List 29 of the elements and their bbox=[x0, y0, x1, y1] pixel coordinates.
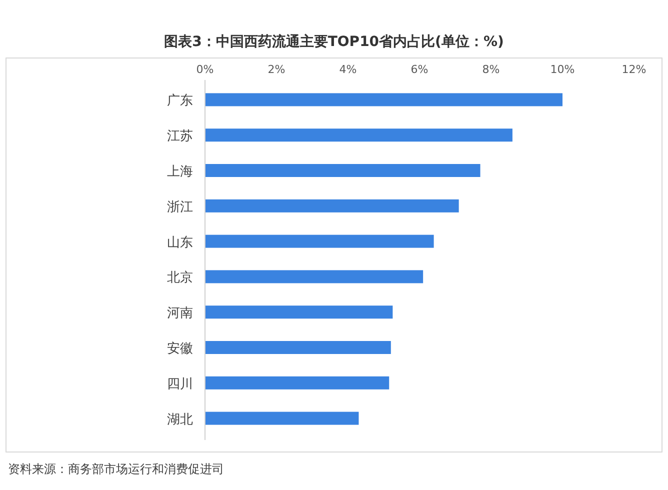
x-tick-label: 8% bbox=[482, 63, 500, 76]
x-tick-label: 4% bbox=[339, 63, 357, 76]
bar bbox=[205, 412, 359, 425]
y-tick-label: 湖北 bbox=[167, 412, 193, 428]
bar bbox=[205, 164, 480, 177]
y-tick-label: 江苏 bbox=[167, 129, 193, 144]
y-tick-label: 广东 bbox=[167, 94, 193, 109]
y-tick-label: 山东 bbox=[167, 235, 193, 250]
bar bbox=[205, 93, 562, 106]
bar bbox=[205, 270, 424, 284]
bar bbox=[205, 234, 434, 248]
x-tick-label: 6% bbox=[410, 63, 428, 76]
bar bbox=[205, 199, 459, 212]
y-tick-label: 河南 bbox=[167, 306, 193, 322]
bar bbox=[205, 128, 512, 142]
text: 资料来源：商务部市场运行和消费促进司 bbox=[8, 462, 224, 476]
y-tick-label: 浙江 bbox=[167, 200, 193, 215]
y-tick-label: 四川 bbox=[167, 376, 193, 392]
y-tick-label: 北京 bbox=[167, 270, 193, 286]
bar bbox=[205, 341, 391, 354]
bar bbox=[205, 376, 390, 390]
y-tick-label: 安徽 bbox=[167, 340, 193, 356]
y-tick-label: 上海 bbox=[167, 164, 193, 180]
x-tick-label: 12% bbox=[622, 63, 646, 76]
x-tick-label: 2% bbox=[268, 63, 286, 76]
x-tick-label: 10% bbox=[550, 63, 575, 76]
chart-title: 图表3：中国西药流通主要TOP10省内占比(单位：%) bbox=[164, 33, 504, 50]
bar bbox=[205, 306, 393, 319]
x-tick-label: 0% bbox=[196, 63, 214, 76]
